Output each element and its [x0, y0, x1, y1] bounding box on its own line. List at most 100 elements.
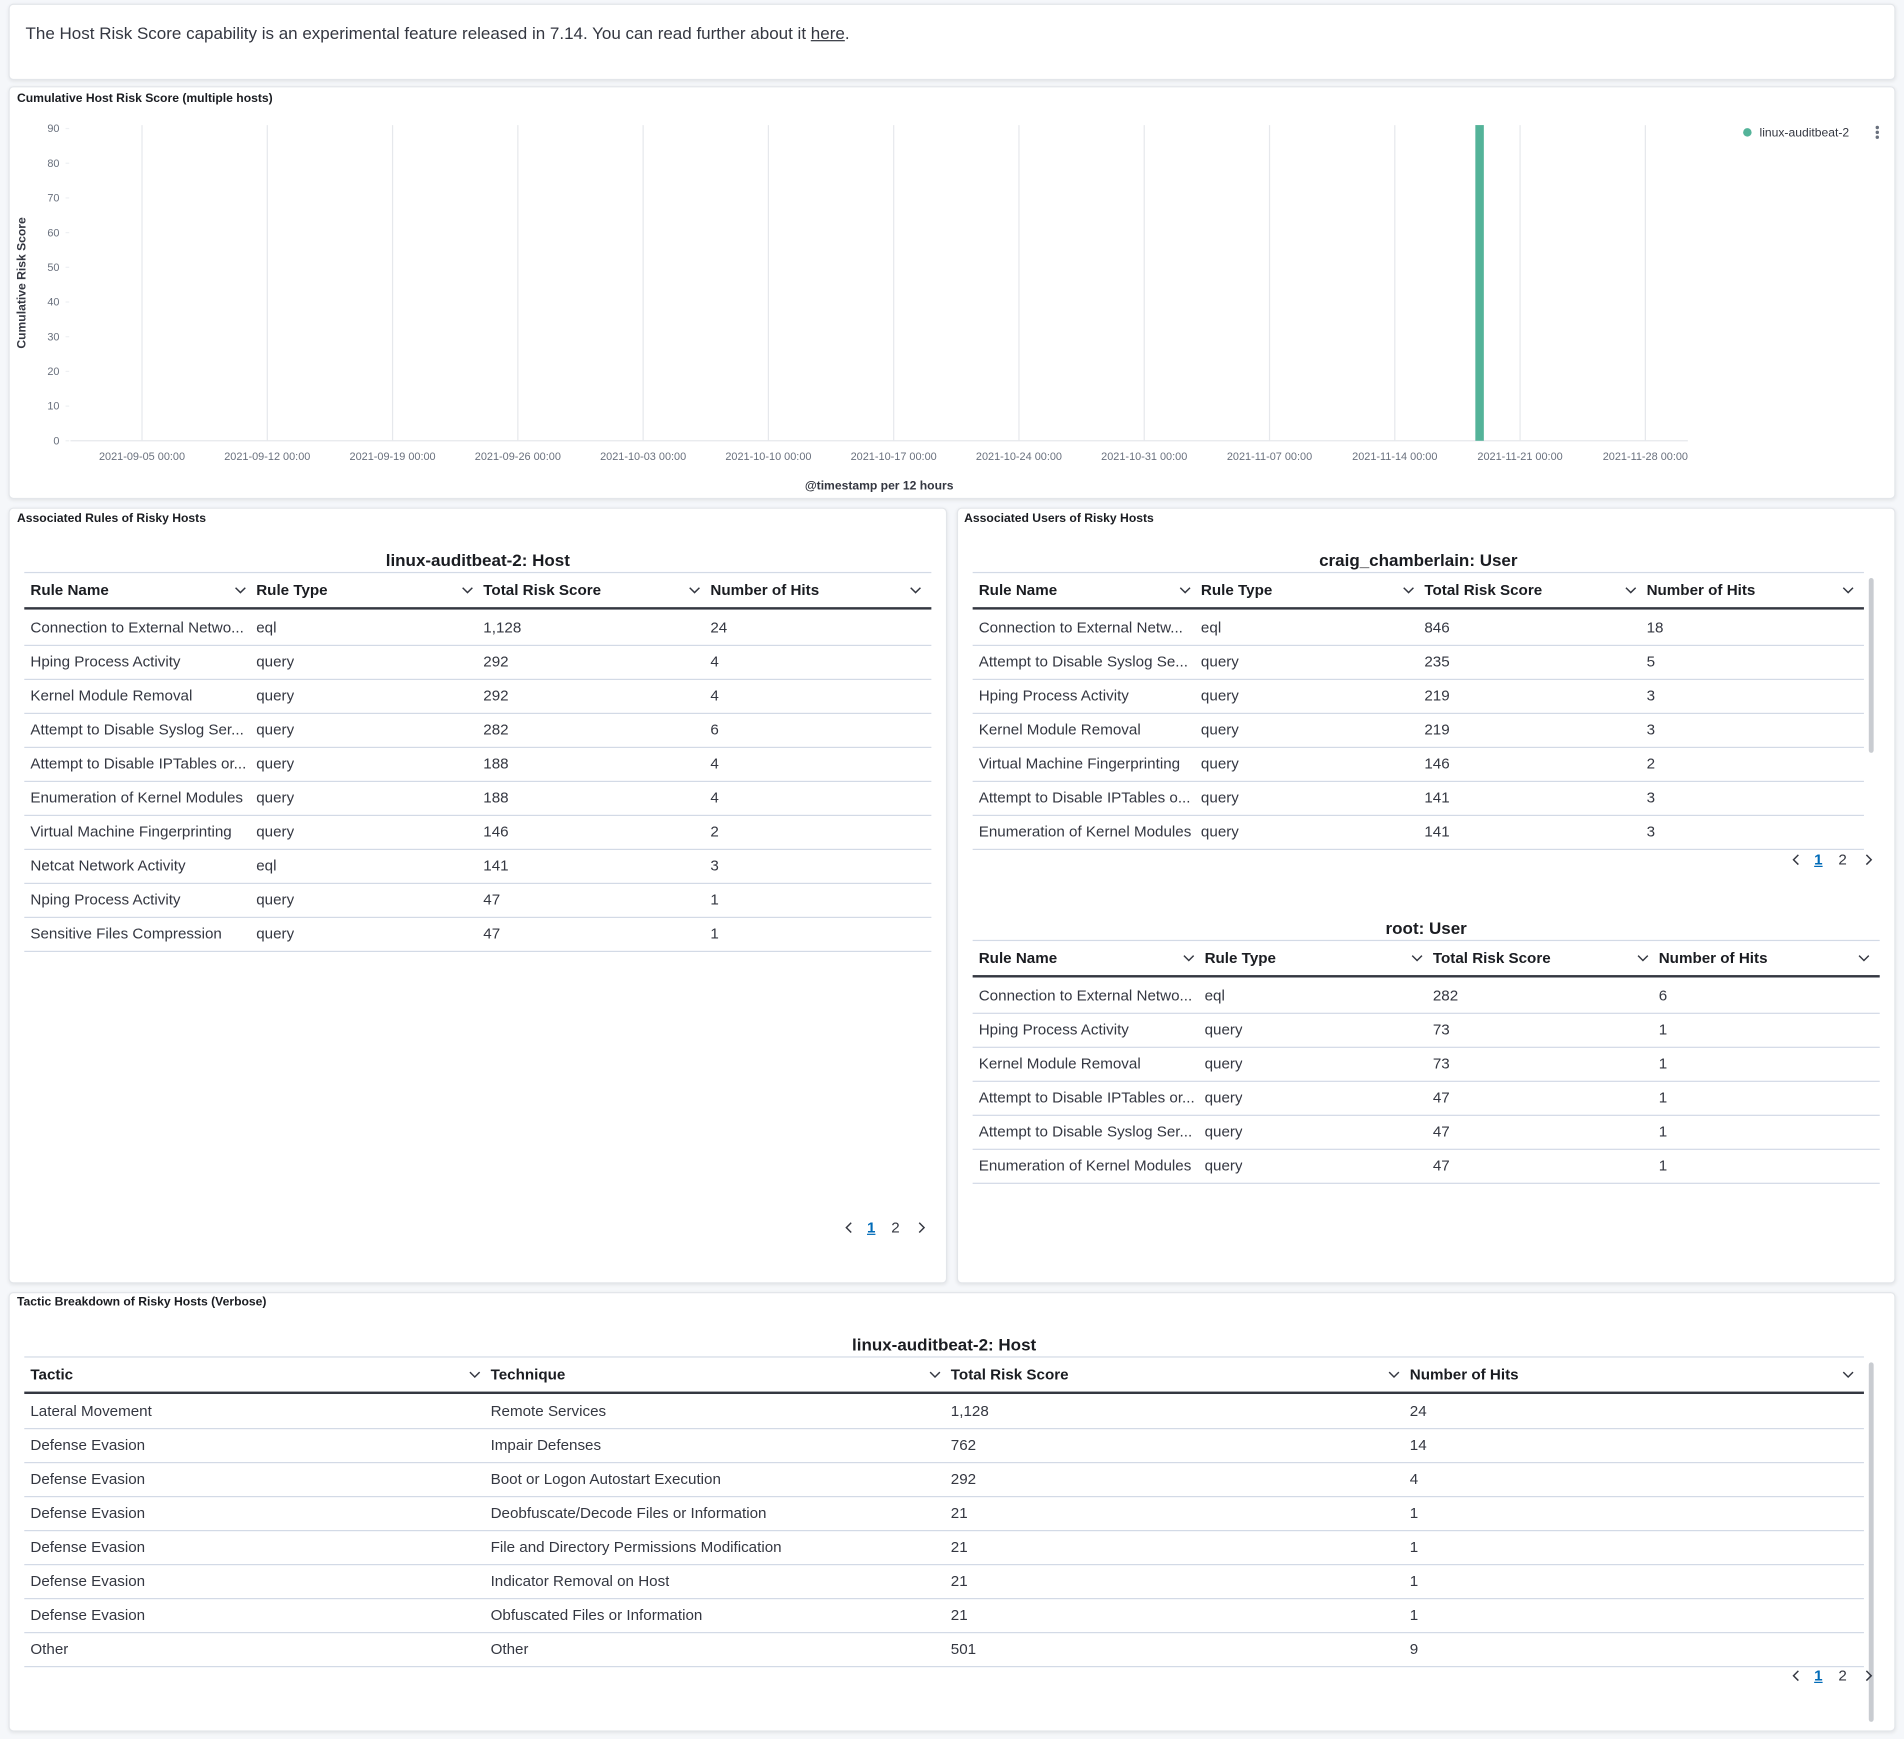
chevron[interactable] [1411, 952, 1423, 964]
table-cell: Attempt to Disable Syslog Ser... [978, 1123, 1193, 1141]
column-header[interactable]: Rule Name [978, 949, 1058, 967]
table-cell: 3 [1646, 687, 1656, 705]
table-cell: query [256, 789, 295, 807]
table-cell: File and Directory Permissions Modificat… [490, 1538, 782, 1556]
table-cell: query [1204, 1089, 1243, 1107]
table-cell: 141 [1424, 789, 1450, 807]
table-cell: 1 [1658, 1021, 1668, 1039]
page-link[interactable]: 2 [891, 1219, 900, 1237]
banner-link[interactable]: here [810, 23, 845, 43]
table-cell: 1,128 [950, 1402, 989, 1420]
column-header[interactable]: Tactic [30, 1366, 74, 1384]
chart-panel [8, 86, 1896, 500]
table-cell: Enumeration of Kernel Modules [30, 789, 243, 807]
chevron[interactable] [461, 584, 473, 596]
table-cell: 1 [1658, 1089, 1668, 1107]
chevron[interactable] [910, 584, 922, 596]
column-header[interactable]: Number of Hits [1409, 1366, 1519, 1384]
table-cell: 146 [1424, 755, 1450, 773]
chevron[interactable] [234, 584, 246, 596]
page-link[interactable]: 1 [867, 1219, 876, 1237]
column-header[interactable]: Total Risk Score [483, 581, 602, 599]
table-cell: Attempt to Disable Syslog Se... [978, 653, 1188, 671]
table-cell: query [256, 891, 295, 909]
chevron[interactable] [1183, 952, 1195, 964]
chevron[interactable] [1388, 1369, 1400, 1381]
page-link[interactable]: 2 [1838, 1667, 1847, 1685]
y-tick-label: 90 [47, 123, 59, 135]
chevron[interactable] [843, 1222, 855, 1234]
page-link[interactable]: 1 [1814, 851, 1823, 869]
table-cell: 9 [1409, 1640, 1419, 1658]
chevron[interactable] [1790, 1670, 1802, 1682]
table-cell: 4 [710, 653, 719, 671]
chevron[interactable] [1858, 952, 1870, 964]
chevron[interactable] [1863, 1670, 1875, 1682]
chevron[interactable] [1625, 584, 1637, 596]
page-link[interactable]: 2 [1838, 851, 1847, 869]
column-header[interactable]: Rule Name [978, 581, 1058, 599]
table-cell: 762 [950, 1436, 977, 1454]
row-line [972, 1046, 1880, 1048]
column-header[interactable]: Total Risk Score [1432, 949, 1551, 967]
table-line [972, 571, 1864, 574]
column-header[interactable]: Total Risk Score [950, 1366, 1069, 1384]
table-cell: 47 [1432, 1123, 1450, 1141]
table-cell: 219 [1424, 721, 1450, 739]
chevron[interactable] [929, 1369, 941, 1381]
table-cell: Attempt to Disable IPTables or... [978, 1089, 1195, 1107]
bar [1475, 125, 1484, 441]
column-header[interactable]: Rule Type [256, 581, 328, 599]
x-tick-label: 2021-09-12 00:00 [224, 451, 310, 463]
table-cell: 2 [710, 823, 719, 841]
table-cell: Defense Evasion [30, 1606, 146, 1624]
table-cell: query [1200, 755, 1239, 773]
chevron[interactable] [1842, 1369, 1854, 1381]
table-cell: query [1200, 687, 1239, 705]
table-cell: 73 [1432, 1055, 1450, 1073]
chevron[interactable] [1637, 952, 1649, 964]
y-tick-label: 30 [47, 331, 59, 343]
column-header[interactable]: Rule Type [1204, 949, 1276, 967]
table-cell: query [256, 721, 295, 739]
table-cell: 3 [1646, 721, 1656, 739]
row-line [972, 644, 1864, 647]
table-title: linux-auditbeat-2: Host [385, 550, 570, 570]
panel-title: Tactic Breakdown of Risky Hosts (Verbose… [17, 1295, 267, 1310]
table-cell: Lateral Movement [30, 1402, 152, 1420]
column-header[interactable]: Number of Hits [1658, 949, 1768, 967]
table-cell: Enumeration of Kernel Modules [978, 823, 1192, 841]
chevron[interactable] [1842, 584, 1854, 596]
column-header[interactable]: Rule Type [1200, 581, 1273, 599]
table-cell: 21 [950, 1538, 968, 1556]
menu-icon[interactable] [1875, 125, 1879, 139]
column-header[interactable]: Number of Hits [710, 581, 820, 599]
chevron[interactable] [916, 1222, 928, 1234]
table-cell: 846 [1424, 619, 1450, 637]
y-axis-label: Cumulative Risk Score [15, 217, 29, 349]
chevron[interactable] [469, 1369, 481, 1381]
x-tick-label: 2021-09-05 00:00 [99, 451, 185, 463]
chevron[interactable] [1179, 584, 1191, 596]
y-tick-label: 60 [47, 227, 59, 239]
table-cell: Deobfuscate/Decode Files or Information [490, 1504, 767, 1522]
table-cell: query [1204, 1157, 1243, 1175]
legend-swatch [1743, 128, 1752, 137]
row-line [972, 814, 1864, 817]
chevron[interactable] [1403, 584, 1415, 596]
table-cell: 292 [483, 653, 509, 671]
table-cell: 21 [950, 1572, 968, 1590]
row-line [24, 780, 932, 783]
table-cell: 14 [1409, 1436, 1427, 1454]
legend-label: linux-auditbeat-2 [1760, 126, 1850, 140]
row-line [972, 1182, 1880, 1184]
x-tick-label: 2021-11-28 00:00 [1603, 451, 1688, 463]
chevron[interactable] [1863, 854, 1875, 866]
column-header[interactable]: Rule Name [30, 581, 109, 599]
column-header[interactable]: Total Risk Score [1424, 581, 1543, 599]
chevron[interactable] [689, 584, 701, 596]
column-header[interactable]: Technique [490, 1366, 566, 1384]
page-link[interactable]: 1 [1814, 1667, 1823, 1685]
chevron[interactable] [1790, 854, 1802, 866]
column-header[interactable]: Number of Hits [1646, 581, 1756, 599]
